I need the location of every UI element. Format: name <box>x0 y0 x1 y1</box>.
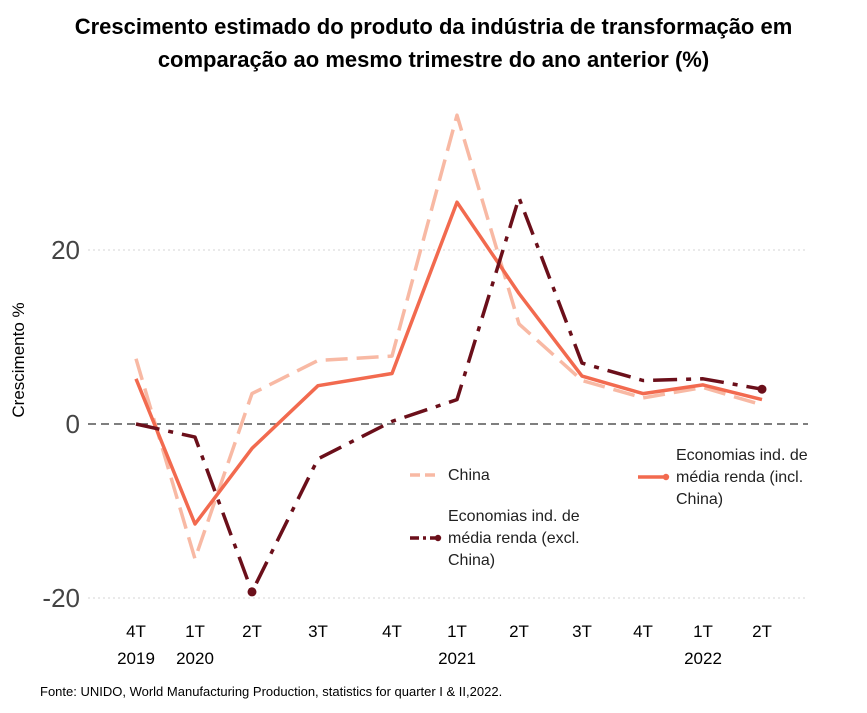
y-tick-label-2: 20 <box>51 235 80 265</box>
series-1-point-2 <box>247 587 257 597</box>
chart-title-line-2: comparação ao mesmo trimestre do ano ant… <box>157 47 710 72</box>
x-tick-quarter-2: 2T <box>242 622 262 641</box>
x-tick-year-1: 2020 <box>176 649 214 668</box>
series-markers <box>247 384 767 597</box>
grid-lines <box>88 249 808 599</box>
legend-label-2-0: Economias ind. de <box>676 447 808 464</box>
legend-label-1-0: Economias ind. de <box>448 508 580 525</box>
x-tick-quarter-9: 1T <box>693 622 713 641</box>
legend-label-1-2: China) <box>448 552 495 569</box>
legend-marker-1 <box>434 534 442 542</box>
x-tick-quarter-10: 2T <box>752 622 772 641</box>
y-axis-ticks: -20 0 20 <box>42 235 80 613</box>
series-line-0 <box>134 113 763 561</box>
x-tick-quarter-1: 1T <box>185 622 205 641</box>
y-axis-label: Crescimento % <box>9 302 28 417</box>
x-tick-quarter-4: 4T <box>382 622 402 641</box>
x-tick-year-0: 2019 <box>117 649 155 668</box>
x-tick-quarter-7: 3T <box>572 622 592 641</box>
legend-label-2-2: China) <box>676 491 723 508</box>
x-tick-quarter-3: 3T <box>308 622 328 641</box>
legend: China Economias ind. de média renda (excl.… <box>410 447 808 569</box>
x-tick-quarter-5: 1T <box>447 622 467 641</box>
legend-marker-2 <box>662 473 670 481</box>
series-lines <box>134 113 763 594</box>
x-tick-quarter-8: 4T <box>633 622 653 641</box>
y-tick-label-1: 0 <box>66 409 80 439</box>
legend-label-1-1: média renda (excl. <box>448 530 580 547</box>
series-line-2 <box>134 200 763 526</box>
chart-title-line-1: Crescimento estimado do produto da indús… <box>74 14 793 39</box>
x-tick-year-9: 2022 <box>684 649 722 668</box>
x-axis-ticks: 4T 2019 1T 2020 2T 3T 4T 1T 2021 2T 3T 4T 1T 2022 2T <box>117 622 772 668</box>
chart-title: Crescimento estimado do produto da indús… <box>0 10 867 76</box>
series-line-1 <box>135 196 763 594</box>
x-tick-quarter-0: 4T <box>126 622 146 641</box>
legend-label-0-0: China <box>448 467 490 484</box>
legend-label-2-1: média renda (incl. <box>676 469 803 486</box>
y-tick-label-0: -20 <box>42 583 80 613</box>
series-1-point-10 <box>757 384 767 394</box>
source-note: Fonte: UNIDO, World Manufacturing Produc… <box>40 684 503 699</box>
x-tick-quarter-6: 2T <box>509 622 529 641</box>
x-tick-year-5: 2021 <box>438 649 476 668</box>
